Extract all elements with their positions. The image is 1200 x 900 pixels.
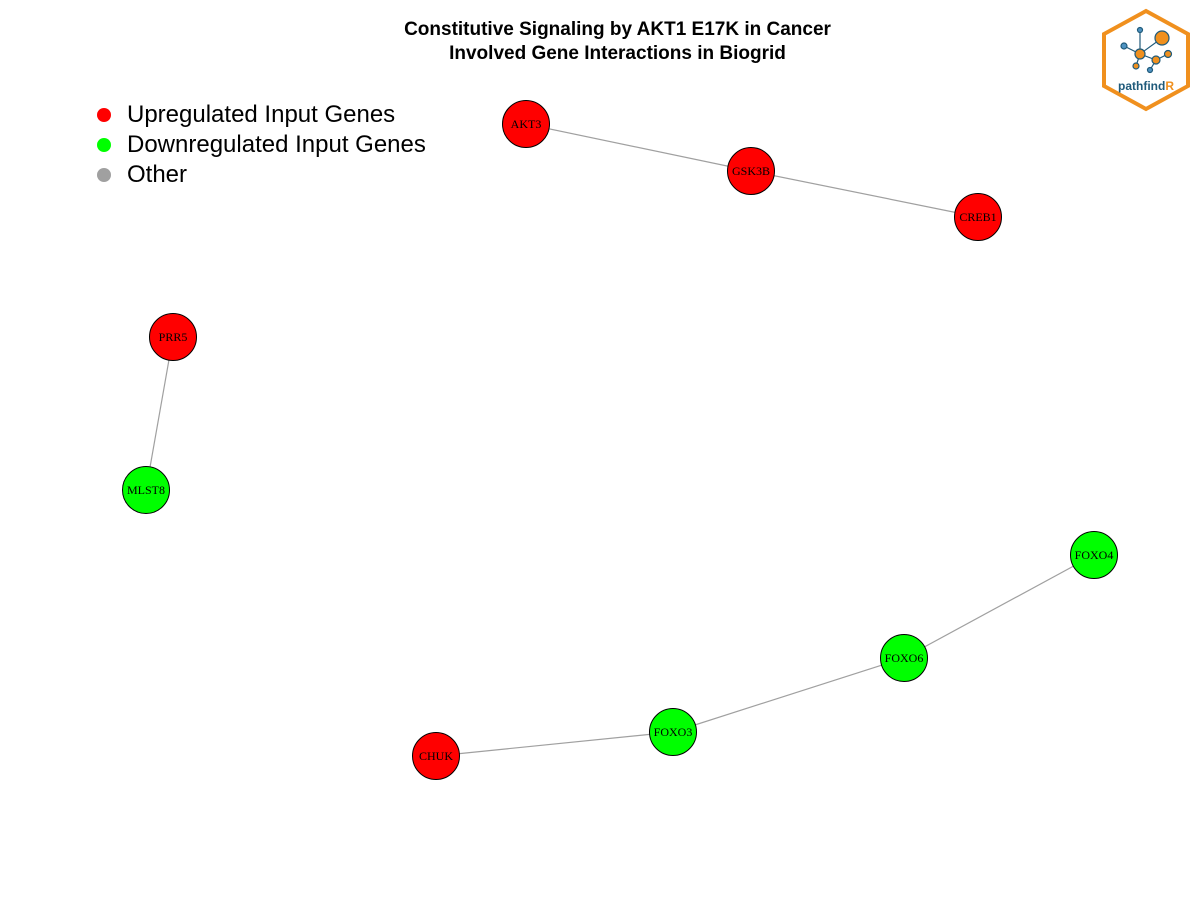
node-label-gsk3b: GSK3B <box>732 164 770 178</box>
node-circle-gsk3b <box>727 147 775 195</box>
node-circle-chuk <box>412 732 460 780</box>
node-circle-foxo3 <box>649 708 697 756</box>
edge-foxo4-foxo6 <box>903 554 1095 659</box>
legend-dot-upregulated <box>97 108 111 122</box>
legend-label-other: Other <box>127 161 188 188</box>
node-label-creb1: CREB1 <box>959 210 996 224</box>
node-circle-foxo4 <box>1070 531 1118 579</box>
node-circle-akt3 <box>502 100 550 148</box>
edge-gsk3b-creb1 <box>750 170 979 218</box>
edge-foxo3-chuk <box>435 731 674 757</box>
node-foxo3: FOXO3 <box>649 708 697 756</box>
legend: Upregulated Input Genes Downregulated In… <box>97 100 426 190</box>
title-line-2: Involved Gene Interactions in Biogrid <box>449 43 786 64</box>
node-label-akt3: AKT3 <box>511 117 542 131</box>
edge-foxo6-foxo3 <box>672 657 905 733</box>
node-foxo6: FOXO6 <box>880 634 928 682</box>
node-label-foxo3: FOXO3 <box>654 725 693 739</box>
legend-label-downregulated: Downregulated Input Genes <box>127 131 426 158</box>
logo-text-main: pathfind <box>1118 79 1165 93</box>
node-foxo4: FOXO4 <box>1070 531 1118 579</box>
node-label-foxo4: FOXO4 <box>1075 548 1114 562</box>
node-mlst8: MLST8 <box>122 466 170 514</box>
node-chuk: CHUK <box>412 732 460 780</box>
edge-akt3-gsk3b <box>525 123 752 172</box>
node-label-chuk: CHUK <box>419 749 453 763</box>
node-creb1: CREB1 <box>954 193 1002 241</box>
node-gsk3b: GSK3B <box>727 147 775 195</box>
node-label-foxo6: FOXO6 <box>885 651 924 665</box>
plot-title: Constitutive Signaling by AKT1 E17K in C… <box>0 18 1200 66</box>
legend-item-other: Other <box>97 160 426 190</box>
title-line-1: Constitutive Signaling by AKT1 E17K in C… <box>404 19 831 40</box>
logo-hexagon <box>1102 8 1190 112</box>
legend-dot-downregulated <box>97 138 111 152</box>
node-layer: AKT3 GSK3B CREB1 PRR5 MLST8 FOXO4 FOXO6 FOXO3 CH… <box>122 100 1118 780</box>
edge-prr5-mlst8 <box>145 336 174 491</box>
logo-text: pathfindR <box>1118 79 1174 93</box>
legend-dot-other <box>97 168 111 182</box>
node-label-prr5: PRR5 <box>159 330 188 344</box>
logo-text-accent: R <box>1165 79 1174 93</box>
node-circle-creb1 <box>954 193 1002 241</box>
node-label-mlst8: MLST8 <box>127 483 165 497</box>
logo-network-icon <box>1120 26 1173 74</box>
node-akt3: AKT3 <box>502 100 550 148</box>
edge-layer <box>145 123 1095 757</box>
node-prr5: PRR5 <box>149 313 197 361</box>
pathfindr-logo: pathfindR <box>1102 8 1190 112</box>
node-circle-prr5 <box>149 313 197 361</box>
node-circle-mlst8 <box>122 466 170 514</box>
legend-item-downregulated: Downregulated Input Genes <box>97 130 426 160</box>
legend-label-upregulated: Upregulated Input Genes <box>127 101 396 128</box>
node-circle-foxo6 <box>880 634 928 682</box>
legend-item-upregulated: Upregulated Input Genes <box>97 100 426 130</box>
